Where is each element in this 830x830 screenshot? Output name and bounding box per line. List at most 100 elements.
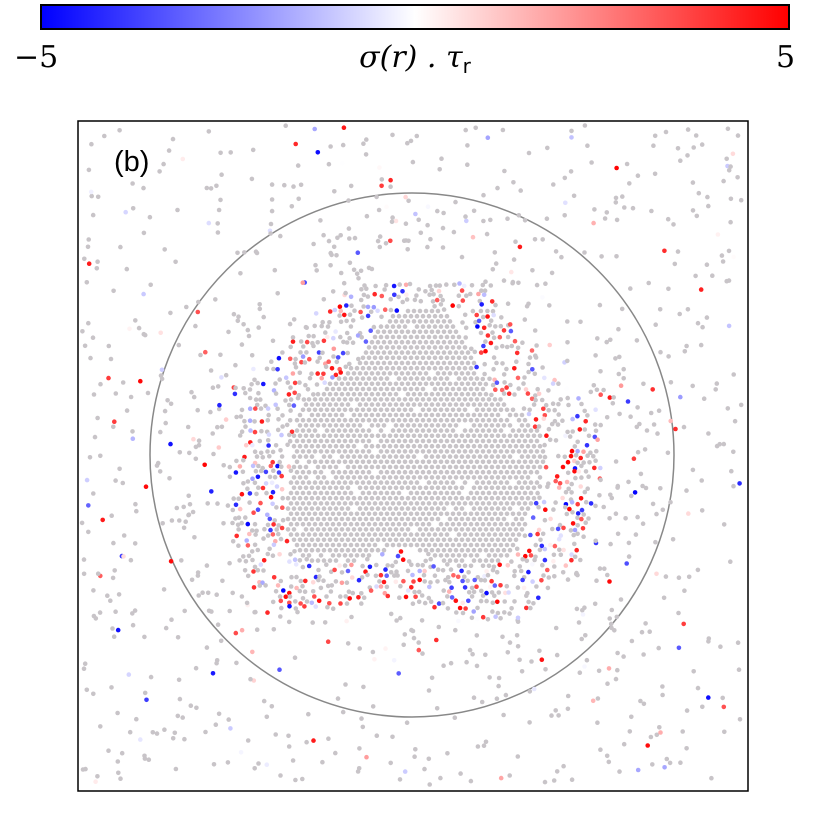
particle xyxy=(356,276,361,281)
particle xyxy=(273,391,279,396)
particle xyxy=(408,542,414,548)
particle xyxy=(141,230,147,236)
particle xyxy=(495,527,501,532)
particle xyxy=(425,244,430,250)
particle xyxy=(256,463,261,469)
particle xyxy=(244,600,250,606)
particle xyxy=(512,338,518,344)
particle xyxy=(540,562,545,568)
particle xyxy=(384,407,390,413)
particle xyxy=(569,481,574,487)
particle xyxy=(236,543,241,548)
particle xyxy=(731,449,736,455)
particle xyxy=(520,577,525,583)
particle xyxy=(519,464,525,470)
particle xyxy=(607,395,613,400)
particle xyxy=(513,485,519,491)
particle xyxy=(426,595,432,601)
particle xyxy=(427,584,432,590)
particle xyxy=(598,465,603,471)
particle xyxy=(676,610,681,616)
particle xyxy=(593,458,598,464)
particle xyxy=(390,397,396,402)
particle xyxy=(438,334,444,340)
particle xyxy=(412,589,417,595)
particle xyxy=(232,391,238,397)
particle xyxy=(339,475,345,480)
particle xyxy=(396,521,402,527)
particle xyxy=(238,414,244,419)
particle xyxy=(310,620,316,625)
particle xyxy=(438,775,443,781)
particle xyxy=(429,350,435,355)
particle xyxy=(313,604,319,609)
particle xyxy=(492,449,498,454)
particle xyxy=(480,438,486,444)
particle xyxy=(145,390,151,396)
particle xyxy=(307,375,313,381)
particle xyxy=(402,365,408,371)
particle xyxy=(543,402,549,408)
particle xyxy=(459,558,465,563)
particle xyxy=(513,475,519,480)
particle xyxy=(501,278,507,283)
particle xyxy=(480,314,486,320)
particle xyxy=(245,738,251,743)
particle xyxy=(606,759,612,765)
particle xyxy=(441,360,447,366)
particle xyxy=(414,345,420,350)
particle xyxy=(291,506,297,511)
particle xyxy=(290,371,296,376)
particle xyxy=(384,324,390,329)
particle xyxy=(387,537,393,543)
particle xyxy=(273,538,278,544)
particle xyxy=(567,506,572,512)
particle xyxy=(474,542,480,548)
particle xyxy=(363,350,369,355)
particle xyxy=(345,516,351,522)
particle xyxy=(575,515,580,520)
particle xyxy=(330,542,336,548)
particle xyxy=(432,324,438,329)
particle xyxy=(536,595,541,601)
particle xyxy=(303,516,309,522)
particle xyxy=(315,371,321,376)
particle xyxy=(405,433,411,439)
particle xyxy=(225,760,231,765)
particle xyxy=(721,441,727,447)
particle xyxy=(327,309,333,314)
particle xyxy=(593,503,598,509)
particle xyxy=(117,128,122,133)
particle xyxy=(531,402,537,407)
particle xyxy=(432,542,438,548)
particle xyxy=(490,308,496,314)
particle xyxy=(471,208,477,214)
particle xyxy=(312,511,318,517)
particle xyxy=(478,308,484,314)
particle xyxy=(641,381,646,387)
particle xyxy=(610,401,616,406)
particle xyxy=(498,775,504,781)
particle xyxy=(438,438,444,444)
particle xyxy=(318,490,324,496)
particle xyxy=(565,395,570,401)
particle xyxy=(384,573,390,578)
particle xyxy=(565,693,571,699)
particle xyxy=(369,350,375,355)
particle xyxy=(501,506,507,511)
particle xyxy=(569,552,574,557)
particle xyxy=(501,423,507,428)
particle xyxy=(396,324,402,329)
particle xyxy=(328,589,334,594)
particle xyxy=(522,417,528,423)
particle xyxy=(405,506,411,511)
particle xyxy=(453,464,459,470)
particle xyxy=(441,381,447,387)
particle xyxy=(635,449,641,455)
particle xyxy=(444,407,450,413)
particle xyxy=(450,397,456,402)
particle xyxy=(237,464,243,469)
particle xyxy=(447,391,453,397)
particle xyxy=(264,366,270,372)
particle xyxy=(432,438,438,444)
